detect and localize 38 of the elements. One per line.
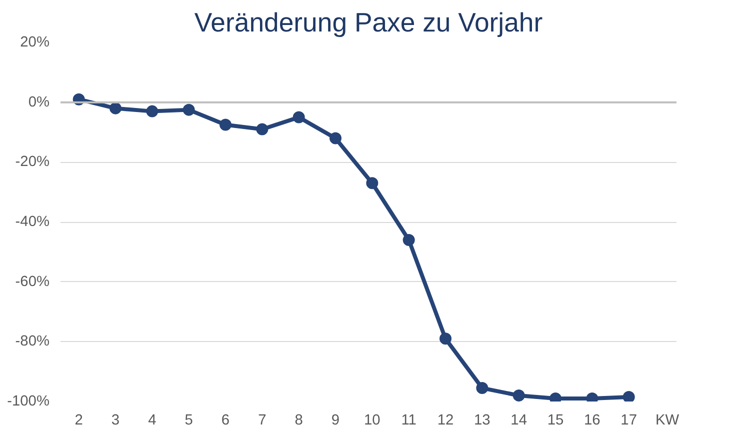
x-tick-label: 2 [74,412,83,428]
x-tick-label: 12 [437,412,454,428]
x-tick-label: 4 [148,412,156,428]
point [440,332,452,345]
point [110,102,122,114]
y-tick-label: -40% [15,214,50,230]
x-tick-label: 17 [620,412,637,428]
x-tick-label: 6 [221,412,230,428]
y-tick-label: -20% [15,154,50,170]
point [622,391,635,402]
x-tick-label: 3 [111,412,120,428]
x-tick-label: 8 [294,412,303,428]
x-tick-label: 10 [364,412,380,428]
point [146,105,158,118]
x-tick-label: 13 [474,412,490,428]
x-tick-label: 11 [401,412,416,428]
point [512,390,525,402]
point [220,118,232,131]
chart-title: Veränderung Paxe zu Vorjahr [194,8,543,38]
point [330,132,342,144]
y-tick-label: -100% [7,394,50,410]
point [366,177,378,190]
x-tick-label: 14 [510,412,527,428]
y-tick-label: 20% [20,34,50,50]
point [292,111,305,124]
x-tick-label: 9 [331,412,340,428]
x-axis-title: KW [656,412,680,428]
y-tick-label: -80% [15,334,50,350]
y-tick-label: 0% [28,94,50,110]
y-tick-label: -60% [15,274,50,290]
point [402,234,415,246]
point [182,104,195,116]
x-tick-label: 15 [547,412,564,428]
point [256,123,268,136]
x-tick-label: 5 [184,412,193,428]
point [476,382,488,394]
x-tick-label: 7 [258,412,266,428]
x-tick-label: 16 [584,412,600,428]
